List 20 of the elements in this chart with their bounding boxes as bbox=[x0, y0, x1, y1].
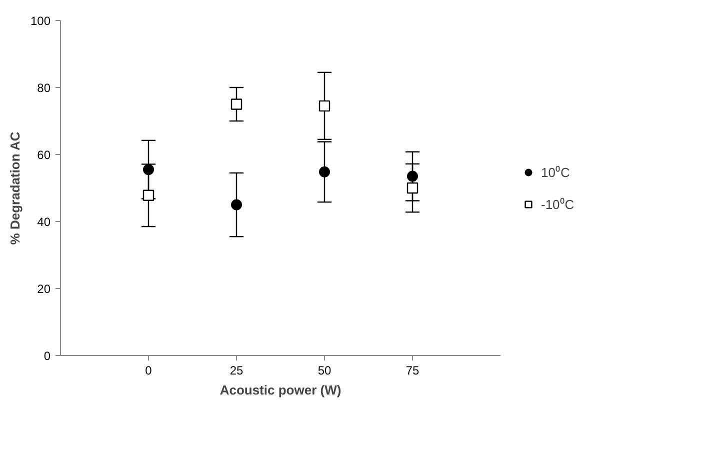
point bbox=[230, 98, 242, 110]
point bbox=[142, 190, 154, 201]
y-tick-label: 0 bbox=[44, 349, 51, 363]
y-tick-label: 80 bbox=[37, 81, 51, 95]
y-tick-label: 60 bbox=[37, 148, 51, 162]
point bbox=[406, 182, 418, 194]
legend-label: 10⁰C bbox=[541, 164, 570, 180]
x-tick-label: 0 bbox=[145, 364, 152, 378]
y-tick-label: 40 bbox=[37, 215, 51, 229]
x-tick-label: 50 bbox=[318, 364, 332, 378]
legend-label: -10⁰C bbox=[541, 196, 574, 212]
x-tick-label: 75 bbox=[406, 364, 420, 378]
point bbox=[318, 100, 330, 112]
y-axis-title: % Degradation AC bbox=[7, 131, 22, 245]
y-tick-label: 100 bbox=[30, 14, 51, 28]
point bbox=[231, 199, 242, 210]
x-axis-title: Acoustic power (W) bbox=[220, 382, 342, 398]
x-tick-label: 25 bbox=[230, 364, 244, 378]
point bbox=[319, 166, 330, 178]
y-tick-label: 20 bbox=[37, 282, 51, 296]
